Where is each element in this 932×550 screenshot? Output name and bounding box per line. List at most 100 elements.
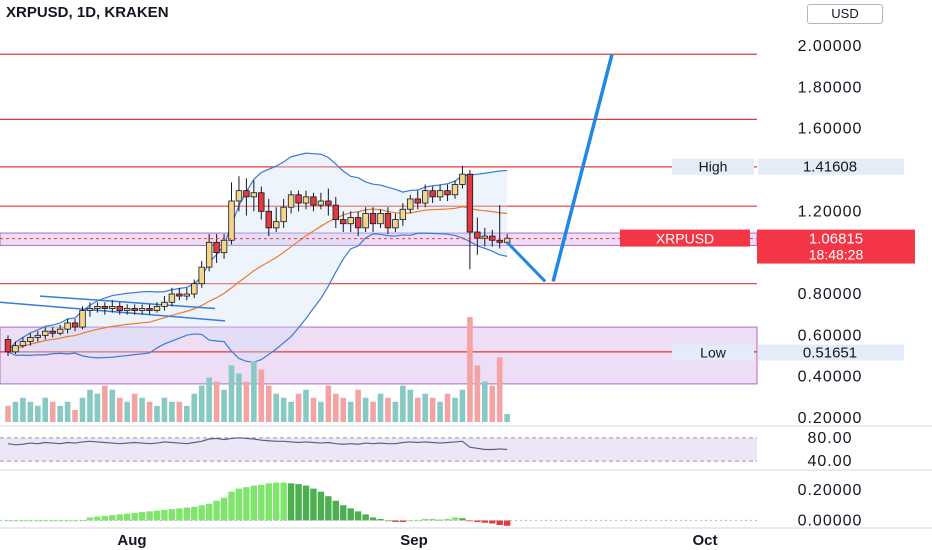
volume-bar xyxy=(437,401,443,422)
candle-body xyxy=(34,334,41,338)
macd-bar xyxy=(116,514,123,521)
candle-body xyxy=(161,301,168,307)
candle-body xyxy=(243,190,250,198)
volume-bar xyxy=(116,397,123,422)
macd-bar xyxy=(340,505,347,521)
volume-bar xyxy=(102,385,108,422)
candle-body xyxy=(295,194,302,204)
candle-body xyxy=(474,231,481,239)
candle-body xyxy=(131,308,138,311)
candle-body xyxy=(481,235,488,239)
macd-bar xyxy=(4,520,12,522)
candle-body xyxy=(64,322,71,330)
volume-bar xyxy=(49,401,56,422)
volume-bar xyxy=(429,397,436,422)
volume-bar xyxy=(221,389,227,422)
macd-bar xyxy=(79,520,86,522)
macd-tick-label: 0.20000 xyxy=(798,482,863,499)
low-marker-value-bg xyxy=(758,344,904,361)
macd-bar xyxy=(34,520,41,522)
macd-bar xyxy=(64,520,71,522)
price-tick-label: 0.80000 xyxy=(798,286,863,303)
candle-body xyxy=(265,210,272,229)
candle-body xyxy=(4,339,12,353)
volume-bar xyxy=(146,401,153,422)
volume-bar xyxy=(318,401,324,422)
macd-bar xyxy=(273,482,280,521)
candle-body xyxy=(19,341,27,347)
volume-bar xyxy=(444,393,451,422)
candle-body xyxy=(27,336,34,342)
time-axis-label: Oct xyxy=(692,532,717,549)
volume-bar xyxy=(340,397,347,422)
projection-up xyxy=(551,53,614,282)
macd-bar xyxy=(205,503,213,521)
macd-bar xyxy=(444,518,451,521)
high-marker-value: 1.41608 xyxy=(803,159,857,176)
candle-body xyxy=(258,192,265,212)
volume-bar xyxy=(87,389,93,422)
candle-body xyxy=(436,190,444,198)
high-marker-label-bg xyxy=(672,158,754,175)
candle-body xyxy=(191,283,198,295)
volume-bar xyxy=(407,389,414,422)
candle-body xyxy=(362,212,369,229)
volume-bar xyxy=(474,365,481,422)
macd-bar xyxy=(19,520,27,522)
candle-body xyxy=(325,200,332,206)
candle-body xyxy=(124,308,131,311)
symbol-tag-label: XRPUSD xyxy=(656,231,714,247)
volume-bar xyxy=(154,405,160,422)
currency-button[interactable]: USD xyxy=(807,4,883,24)
volume-bar xyxy=(265,385,272,422)
candle-body xyxy=(444,190,451,196)
volume-bar xyxy=(184,405,190,422)
volume-bar xyxy=(288,401,294,422)
volume-bar xyxy=(392,401,399,422)
macd-bar xyxy=(220,497,228,521)
volume-bar xyxy=(362,397,369,422)
candle-body xyxy=(302,196,310,204)
macd-bar xyxy=(325,496,332,521)
candle-body xyxy=(235,190,243,202)
candle-body xyxy=(153,305,161,311)
candle-body xyxy=(496,239,503,243)
macd-bar xyxy=(49,520,56,522)
macd-bar xyxy=(414,520,421,522)
low-marker-label: Low xyxy=(700,345,727,361)
candle-body xyxy=(12,345,19,353)
candle-body xyxy=(317,200,325,206)
candle-body xyxy=(94,305,101,309)
macd-bar xyxy=(153,510,161,521)
candle-body xyxy=(392,219,399,229)
volume-bar xyxy=(139,397,145,422)
macd-bar xyxy=(176,508,183,521)
candle-body xyxy=(250,192,258,198)
price-tick-label: 0.40000 xyxy=(798,369,863,386)
volume-bar xyxy=(504,413,510,422)
candle-body xyxy=(340,219,347,225)
macd-bar xyxy=(310,488,317,521)
volume-bar xyxy=(176,401,183,422)
candle-body xyxy=(183,293,190,297)
volume-bar xyxy=(496,357,503,422)
rsi-band xyxy=(0,437,757,462)
high-marker-label: High xyxy=(699,159,728,175)
volume-bar xyxy=(64,401,71,422)
candle-body xyxy=(429,190,436,198)
candle-body xyxy=(42,330,49,336)
volume-bar xyxy=(35,405,41,422)
macd-bar xyxy=(138,512,146,521)
candle-body xyxy=(176,293,183,297)
price-tag-time: 18:48:28 xyxy=(809,247,864,263)
macd-bar xyxy=(474,520,481,522)
macd-bar xyxy=(451,517,459,521)
candle-body xyxy=(168,293,176,303)
candle-body xyxy=(109,305,116,309)
macd-bar xyxy=(131,512,138,521)
candle-body xyxy=(459,173,466,185)
volume-bar xyxy=(12,401,19,422)
time-axis-label: Aug xyxy=(117,532,146,549)
macd-bar xyxy=(109,515,116,521)
